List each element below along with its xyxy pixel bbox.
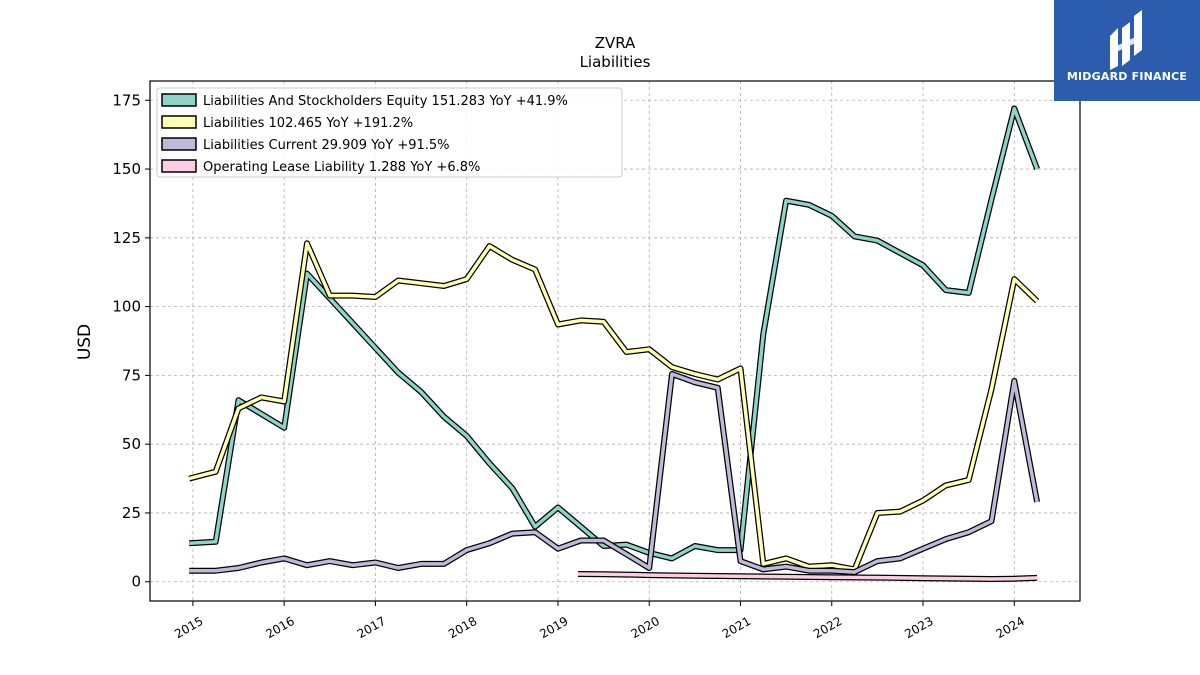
legend-item: Liabilities And Stockholders Equity 151.… xyxy=(161,93,568,109)
series-line-stroke xyxy=(577,572,1038,581)
legend: Liabilities And Stockholders Equity 151.… xyxy=(156,87,623,178)
legend-item: Operating Lease Liability 1.288 YoY +6.8… xyxy=(161,159,480,175)
series-line-outline xyxy=(188,240,1040,573)
x-tick-label: 2018 xyxy=(446,614,479,641)
x-tick-label: 2015 xyxy=(172,614,205,641)
logo-text: MIDGARD FINANCE xyxy=(1066,70,1188,83)
chart-title: ZVRA xyxy=(595,34,636,52)
x-tick-label: 2017 xyxy=(355,614,388,641)
midgard-finance-logo: MIDGARD FINANCE xyxy=(1054,0,1200,101)
y-axis-label: USD xyxy=(75,324,95,360)
series-line xyxy=(577,571,1038,582)
chart-subtitle: Liabilities xyxy=(580,53,651,71)
legend-label: Liabilities 102.465 YoY +191.2% xyxy=(203,116,413,131)
y-tick-label: 50 xyxy=(122,435,141,453)
series-line-stroke xyxy=(188,241,1039,572)
legend-item: Liabilities 102.465 YoY +191.2% xyxy=(161,115,413,131)
x-tick-label: 2019 xyxy=(537,614,570,641)
series-line xyxy=(188,240,1040,573)
legend-label: Liabilities Current 29.909 YoY +91.5% xyxy=(203,138,450,153)
x-tick-label: 2020 xyxy=(628,614,661,641)
x-tick-label: 2016 xyxy=(263,614,296,641)
series-line-outline xyxy=(189,371,1041,576)
legend-swatch xyxy=(161,159,197,173)
y-tick-label: 175 xyxy=(112,91,141,109)
series-line xyxy=(189,371,1041,576)
y-tick-label: 0 xyxy=(131,573,141,591)
legend-item: Liabilities Current 29.909 YoY +91.5% xyxy=(161,137,450,153)
legend-label: Operating Lease Liability 1.288 YoY +6.8… xyxy=(203,160,480,175)
x-tick-label: 2021 xyxy=(720,614,753,641)
y-tick-label: 125 xyxy=(112,229,141,247)
x-tick-label: 2022 xyxy=(811,614,844,641)
legend-box xyxy=(156,87,623,178)
legend-swatch xyxy=(161,137,197,151)
legend-swatch xyxy=(161,93,197,107)
series-line-stroke xyxy=(189,372,1039,574)
series-group xyxy=(188,105,1041,582)
y-tick-label: 75 xyxy=(122,366,141,384)
legend-items: Liabilities And Stockholders Equity 151.… xyxy=(161,93,568,175)
legend-swatch xyxy=(161,115,197,129)
y-tick-label: 100 xyxy=(112,298,141,316)
x-tick-label: 2024 xyxy=(994,614,1027,641)
y-tick-label: 150 xyxy=(112,160,141,178)
legend-label: Liabilities And Stockholders Equity 151.… xyxy=(203,94,568,109)
y-tick-label: 25 xyxy=(122,504,141,522)
midgard-logo-icon xyxy=(1110,10,1142,70)
plot-frame xyxy=(149,80,1081,602)
grid xyxy=(150,81,1080,601)
x-tick-label: 2023 xyxy=(902,614,935,641)
